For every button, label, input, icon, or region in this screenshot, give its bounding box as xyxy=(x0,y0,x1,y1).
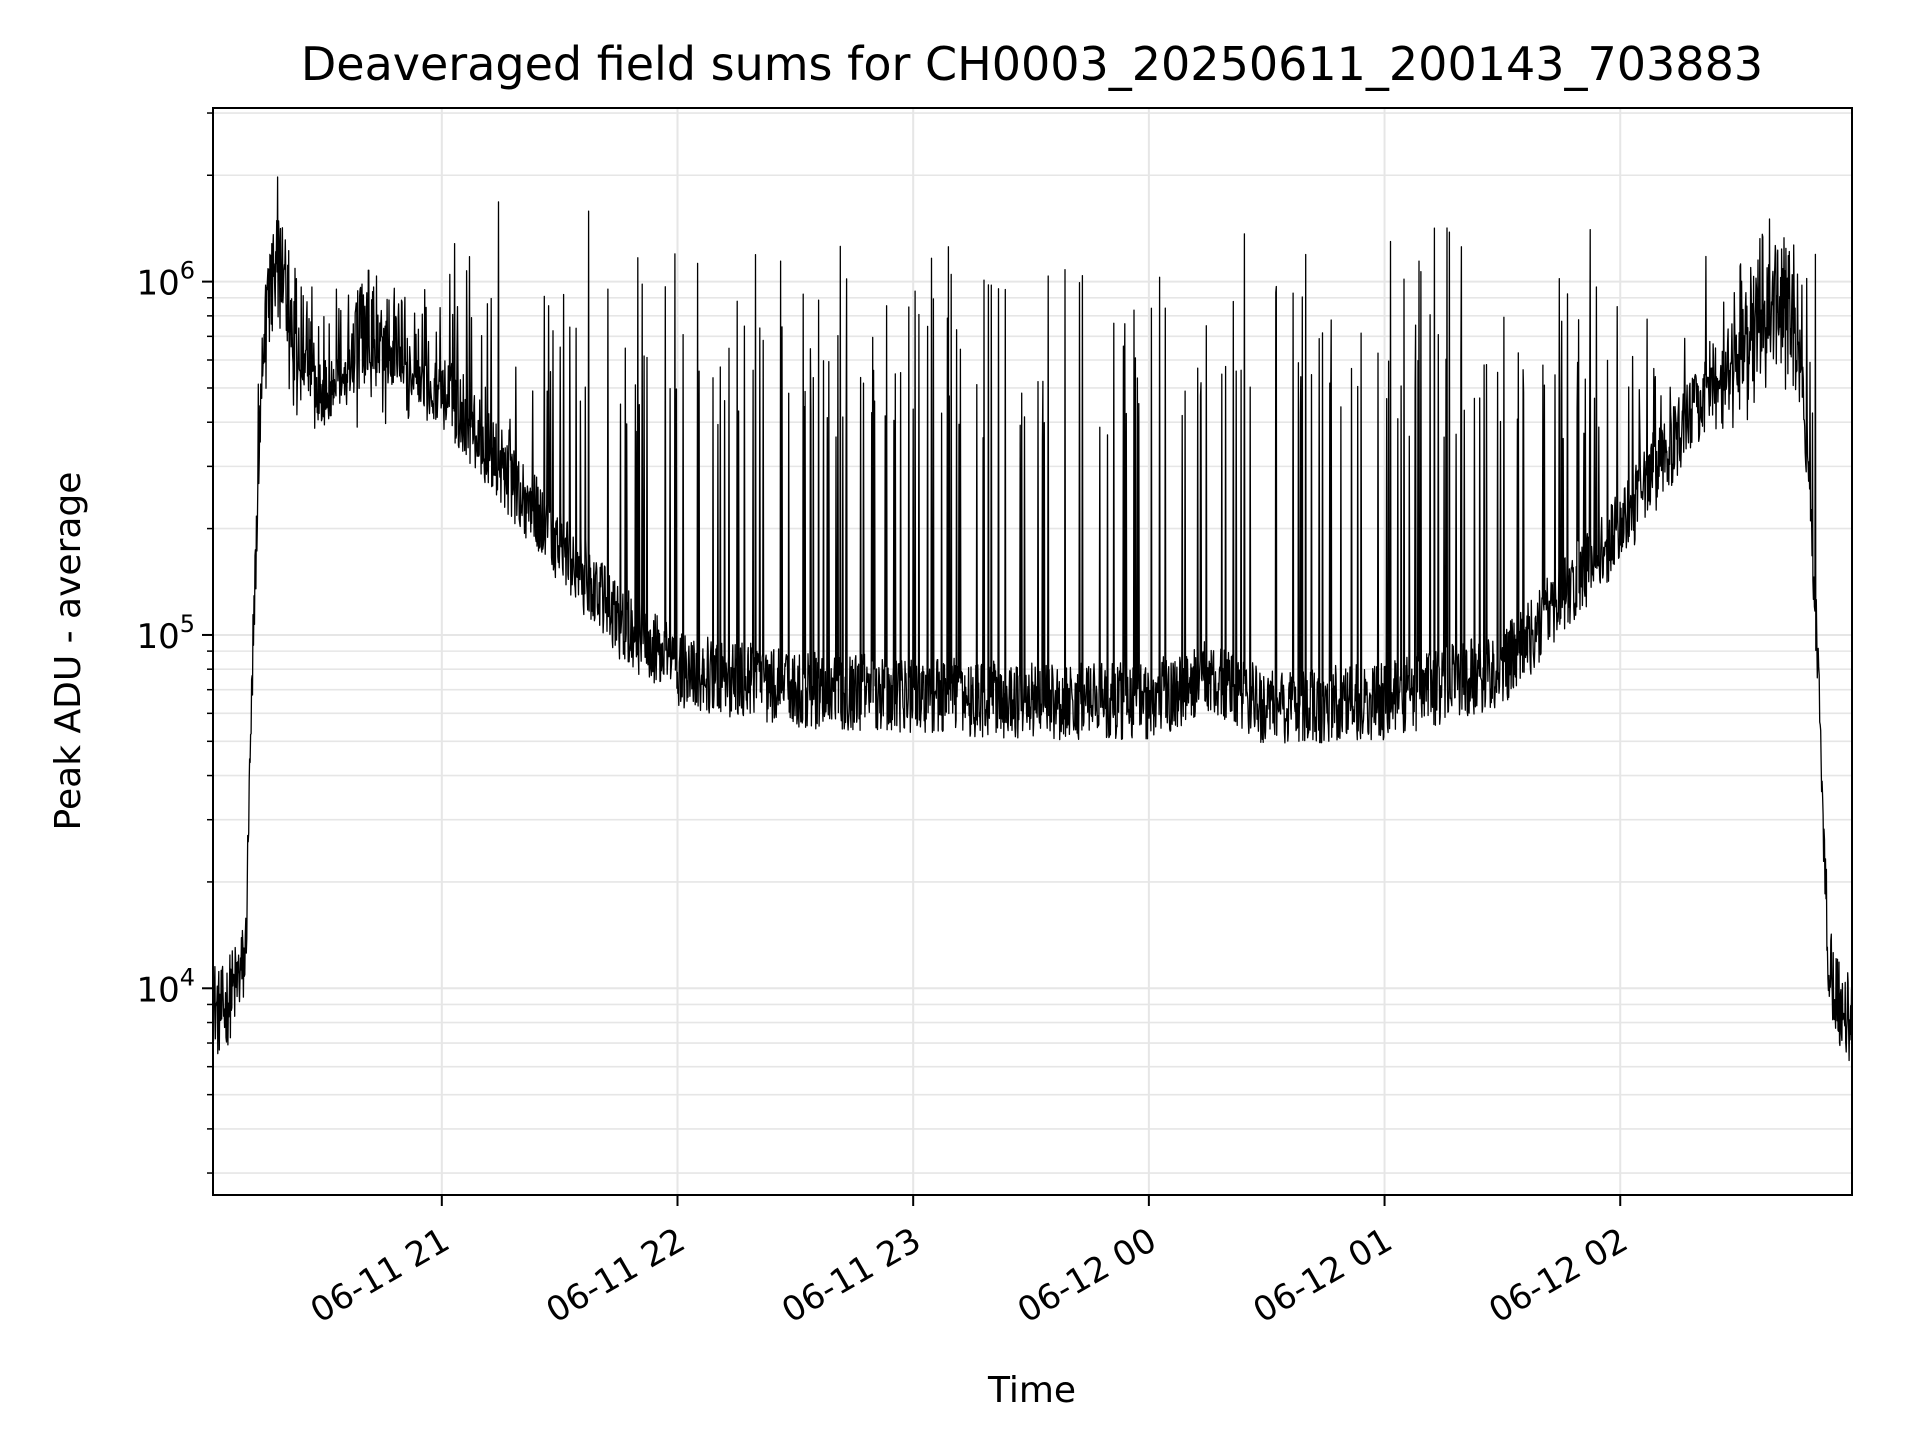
x-axis-label: Time xyxy=(987,1370,1076,1411)
x-tick-label: 06-12 00 xyxy=(1011,1220,1163,1331)
x-tick-label: 06-11 21 xyxy=(304,1220,456,1331)
chart-title: Deaveraged field sums for CH0003_2025061… xyxy=(301,37,1763,91)
y-axis-label: Peak ADU - average xyxy=(48,472,89,831)
y-tick-label: 106 xyxy=(136,257,195,304)
x-tick-label: 06-11 22 xyxy=(540,1220,692,1331)
x-tick-label: 06-11 23 xyxy=(775,1220,927,1331)
grid xyxy=(213,108,1852,1195)
y-tick-label: 105 xyxy=(136,610,195,657)
x-axis: 06-11 21 06-11 22 06-11 23 06-12 00 06-12 01… xyxy=(304,1195,1635,1331)
x-tick-label: 06-12 01 xyxy=(1247,1220,1399,1331)
y-axis: 104 105 106 xyxy=(136,112,213,1174)
x-tick-label: 06-12 02 xyxy=(1482,1220,1634,1331)
series-line xyxy=(213,176,1852,1062)
y-tick-label: 104 xyxy=(136,963,195,1010)
